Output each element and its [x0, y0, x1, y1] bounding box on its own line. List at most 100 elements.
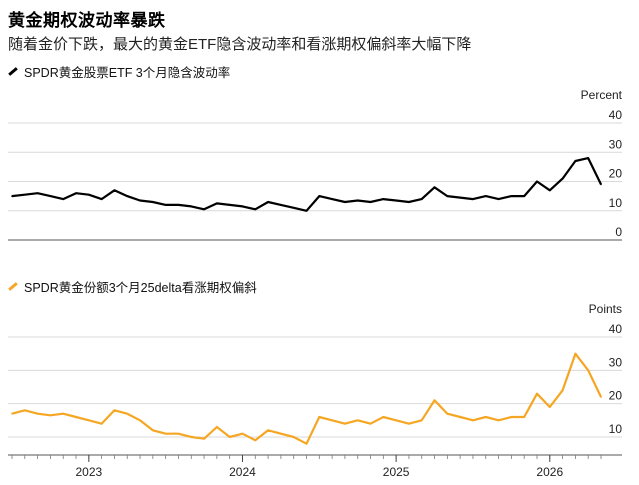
- data-point-1-22: [292, 436, 295, 438]
- data-point-1-11: [152, 429, 154, 432]
- data-point-0-39: [510, 195, 513, 197]
- chart-subtitle: 随着金价下跌，最大的黄金ETF隐含波动率和看涨期权偏斜率大幅下降: [8, 36, 472, 53]
- y-tick-label-1-30: 30: [609, 355, 623, 369]
- legend-label-2: SPDR黄金份额3个月25delta看涨期权偏斜: [24, 281, 257, 295]
- data-point-1-10: [139, 419, 141, 422]
- data-point-1-20: [267, 429, 269, 432]
- y-tick-label-1-20: 20: [609, 389, 623, 403]
- data-point-0-24: [318, 195, 321, 197]
- data-point-1-21: [280, 432, 282, 435]
- data-point-1-8: [113, 409, 116, 412]
- data-point-1-0: [11, 412, 13, 415]
- data-point-0-9: [126, 195, 129, 197]
- data-point-0-43: [561, 177, 564, 180]
- data-point-0-1: [24, 193, 26, 196]
- data-point-1-15: [203, 437, 205, 440]
- y-tick-label-1-10: 10: [609, 422, 623, 436]
- y-tick-label-0-20: 20: [609, 167, 623, 181]
- data-point-1-9: [126, 412, 129, 415]
- data-point-0-38: [497, 198, 500, 200]
- series-line-1: [11, 352, 602, 445]
- data-point-0-19: [254, 208, 257, 211]
- x-tick-label-2025: 2025: [383, 465, 410, 479]
- data-point-0-23: [305, 209, 308, 212]
- data-point-0-8: [113, 189, 116, 192]
- data-point-0-4: [62, 198, 65, 200]
- x-tick-label-2023: 2023: [75, 465, 102, 479]
- x-tick-label-2024: 2024: [229, 465, 256, 479]
- data-point-0-31: [408, 201, 410, 203]
- data-point-0-25: [331, 198, 333, 200]
- data-point-0-33: [433, 186, 436, 189]
- data-point-0-20: [267, 201, 269, 203]
- data-point-1-12: [164, 432, 167, 435]
- data-point-0-6: [88, 193, 90, 196]
- data-point-0-17: [228, 204, 231, 206]
- series-line-0: [11, 157, 602, 212]
- y-tick-label-0-40: 40: [609, 108, 623, 122]
- data-point-1-16: [216, 426, 218, 428]
- data-point-0-44: [574, 160, 577, 162]
- data-point-1-32: [420, 419, 423, 422]
- data-point-1-3: [49, 414, 52, 417]
- data-point-1-37: [484, 416, 487, 418]
- data-point-0-3: [49, 195, 52, 197]
- data-point-0-14: [190, 205, 193, 208]
- y-tick-label-0-10: 10: [609, 196, 623, 210]
- data-point-1-33: [433, 399, 436, 402]
- data-point-1-31: [408, 422, 410, 425]
- data-point-1-14: [190, 436, 193, 438]
- data-point-1-45: [587, 369, 589, 372]
- legend-series-1: SPDR黄金股票ETF 3个月隐含波动率: [8, 62, 230, 81]
- data-point-1-24: [318, 416, 321, 418]
- data-point-0-32: [420, 198, 423, 200]
- data-point-0-12: [164, 204, 167, 206]
- y-tick-label-1-40: 40: [609, 322, 623, 336]
- data-point-1-29: [382, 416, 385, 418]
- data-point-1-25: [331, 419, 333, 422]
- data-point-1-7: [100, 422, 103, 425]
- y-axis-unit-1: Points: [589, 302, 622, 316]
- data-point-0-0: [11, 195, 13, 197]
- data-point-1-28: [369, 422, 372, 425]
- data-point-0-27: [356, 199, 359, 202]
- data-point-1-30: [395, 419, 397, 422]
- data-point-0-29: [382, 198, 385, 200]
- data-point-1-6: [88, 419, 90, 422]
- legend-series-2: SPDR黄金份额3个月25delta看涨期权偏斜: [8, 277, 257, 296]
- data-point-1-13: [177, 432, 180, 435]
- data-point-1-1: [24, 409, 26, 412]
- data-point-1-35: [459, 416, 461, 418]
- data-point-0-45: [587, 157, 589, 159]
- data-point-0-46: [600, 183, 602, 186]
- x-tick-label-2026: 2026: [536, 465, 563, 479]
- data-point-0-2: [36, 192, 39, 194]
- data-point-0-41: [536, 180, 538, 183]
- data-point-0-11: [152, 201, 154, 203]
- data-point-1-44: [574, 352, 577, 355]
- data-point-1-34: [446, 412, 449, 415]
- data-point-0-15: [203, 208, 205, 211]
- data-point-0-30: [395, 199, 397, 202]
- data-point-0-37: [484, 195, 487, 197]
- data-point-1-42: [548, 406, 551, 408]
- data-point-1-18: [241, 432, 244, 435]
- y-tick-label-0-30: 30: [609, 137, 623, 151]
- data-point-1-5: [75, 416, 77, 418]
- chart-title: 黄金期权波动率暴跌: [8, 11, 166, 30]
- data-point-0-42: [548, 189, 551, 192]
- data-point-1-38: [497, 419, 500, 422]
- data-point-1-46: [600, 396, 602, 398]
- data-point-1-43: [561, 389, 564, 392]
- data-point-1-41: [536, 392, 538, 395]
- data-point-1-27: [356, 419, 359, 422]
- data-point-1-17: [228, 436, 231, 438]
- y-tick-label-0-0: 0: [615, 225, 622, 239]
- data-point-0-16: [216, 202, 218, 205]
- data-point-0-13: [177, 204, 180, 206]
- data-point-1-39: [510, 416, 513, 418]
- data-point-0-22: [292, 207, 295, 209]
- data-point-0-40: [523, 195, 525, 197]
